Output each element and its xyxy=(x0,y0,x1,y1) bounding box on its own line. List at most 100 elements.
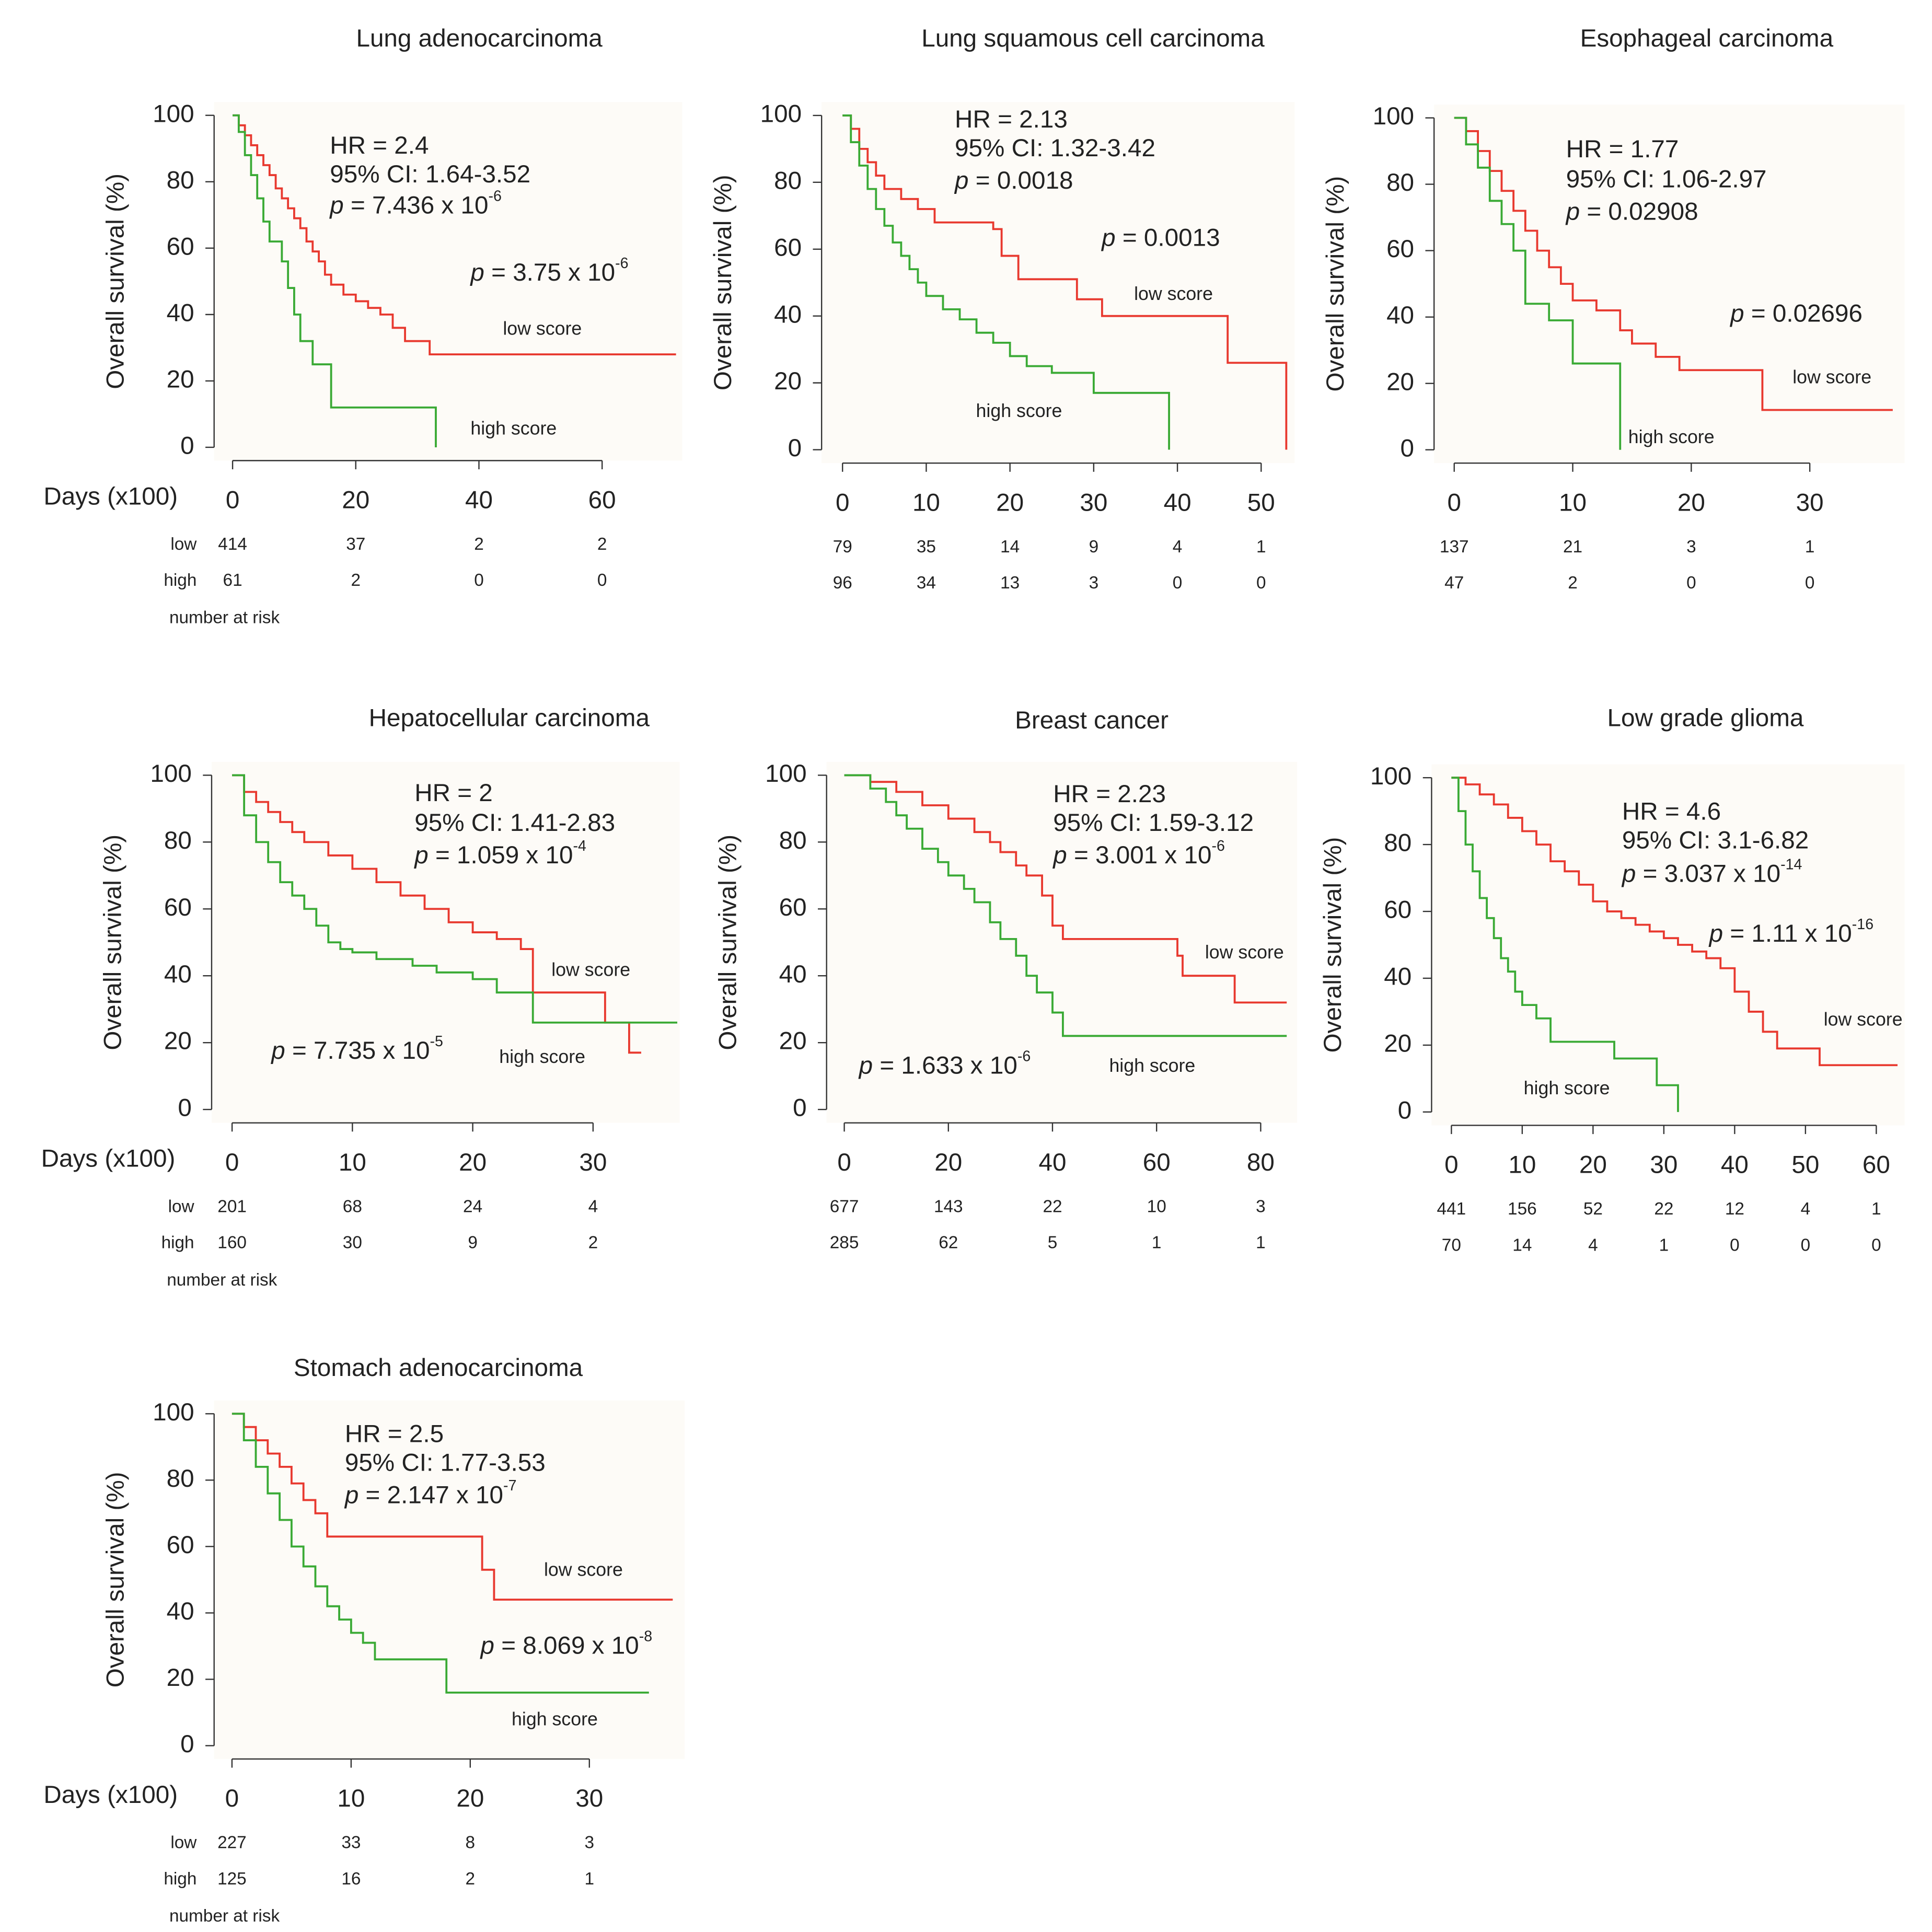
x-tick-label: 50 xyxy=(1791,1151,1819,1179)
y-tick-label: 40 xyxy=(779,961,807,988)
risk-value: 8 xyxy=(466,1833,476,1853)
y-tick-label: 100 xyxy=(153,100,194,128)
y-tick-label: 40 xyxy=(167,299,194,327)
annotation: 95% CI: 1.64-3.52 xyxy=(330,160,530,188)
annotation-superscript: -4 xyxy=(573,837,586,854)
y-tick-label: 20 xyxy=(167,1664,194,1692)
annotation: HR = 2.4 xyxy=(330,132,429,159)
risk-value: 2 xyxy=(466,1869,476,1889)
risk-value: 14 xyxy=(1000,537,1020,557)
x-tick-label: 0 xyxy=(836,489,850,516)
annotation-text: 95% CI: 1.77-3.53 xyxy=(345,1449,546,1476)
y-tick-label: 20 xyxy=(167,365,194,393)
risk-value: 1 xyxy=(1805,537,1815,557)
risk-value: 33 xyxy=(341,1833,361,1853)
y-tick-label: 60 xyxy=(164,894,192,921)
risk-value: 2 xyxy=(588,1233,598,1253)
y-tick-label: 20 xyxy=(1384,1029,1412,1057)
annotation-text: = 3.75 x 10 xyxy=(484,259,615,286)
annotation: HR = 1.77 xyxy=(1566,135,1679,163)
risk-value: 47 xyxy=(1444,573,1464,593)
annotation-text: HR = 2.23 xyxy=(1053,780,1166,808)
y-tick-label: 80 xyxy=(167,166,194,194)
annotation-text: = 3.001 x 10 xyxy=(1067,841,1212,869)
x-tick-label: 40 xyxy=(465,487,493,514)
survival-curve xyxy=(844,774,1287,1037)
x-tick-label: 0 xyxy=(837,1149,851,1176)
annotation-text: = 1.11 x 10 xyxy=(1723,920,1852,947)
y-axis-label: Overall survival (%) xyxy=(101,173,129,389)
risk-value: 143 xyxy=(934,1197,963,1216)
annotation: p = 1.633 x 10-6 xyxy=(858,1048,1031,1079)
y-tick-label: 0 xyxy=(793,1094,807,1122)
survival-curve xyxy=(1454,117,1622,450)
x-tick-label: 20 xyxy=(342,487,369,514)
risk-value: 125 xyxy=(217,1869,247,1889)
curve-label: high score xyxy=(1109,1055,1195,1076)
curve-label: high score xyxy=(499,1046,585,1067)
annotation-italic: p xyxy=(1565,198,1580,225)
plot-area xyxy=(1434,105,1905,464)
annotation-superscript: -8 xyxy=(639,1628,652,1645)
risk-value: 16 xyxy=(341,1869,361,1889)
y-tick-label: 80 xyxy=(164,827,192,854)
x-tick-label: 0 xyxy=(226,487,240,514)
y-tick-label: 80 xyxy=(167,1465,194,1493)
annotation-italic: p xyxy=(1052,841,1067,869)
annotation: p = 0.0013 xyxy=(1101,224,1220,251)
risk-value: 160 xyxy=(217,1233,247,1253)
risk-value: 14 xyxy=(1512,1235,1532,1255)
annotation-text: 95% CI: 1.32-3.42 xyxy=(955,134,1155,161)
y-axis-label: Overall survival (%) xyxy=(1322,176,1349,392)
annotation-italic: p xyxy=(954,166,969,194)
annotation-text: = 0.0013 xyxy=(1116,224,1220,251)
y-tick-label: 80 xyxy=(779,827,807,854)
x-tick-label: 0 xyxy=(1447,489,1461,516)
annotation-text: HR = 2.13 xyxy=(955,106,1068,133)
risk-value: 13 xyxy=(1000,573,1020,593)
x-tick-label: 10 xyxy=(912,489,940,516)
curve-label: low score xyxy=(503,318,582,339)
y-tick-label: 20 xyxy=(779,1027,807,1055)
risk-value: 2 xyxy=(1568,573,1578,593)
x-tick-label: 80 xyxy=(1247,1149,1275,1176)
x-tick-label: 10 xyxy=(337,1785,365,1812)
annotation-superscript: -6 xyxy=(488,188,501,204)
y-tick-label: 80 xyxy=(1384,829,1412,857)
annotation: p = 0.0018 xyxy=(954,166,1073,194)
risk-value: 0 xyxy=(1686,573,1696,593)
risk-value: 9 xyxy=(468,1233,478,1253)
curve-label: high score xyxy=(976,400,1062,421)
survival-curve xyxy=(1451,777,1679,1112)
y-tick-label: 20 xyxy=(1386,368,1414,396)
risk-value: 414 xyxy=(218,535,247,554)
risk-table-title: number at risk xyxy=(169,608,280,628)
annotation-text: HR = 2.5 xyxy=(345,1420,444,1448)
risk-value: 61 xyxy=(223,571,242,590)
annotation-text: 95% CI: 1.64-3.52 xyxy=(330,160,530,188)
x-axis-label: Days (x100) xyxy=(43,1781,178,1809)
survival-curve xyxy=(844,774,1287,1004)
annotation: 95% CI: 1.32-3.42 xyxy=(955,134,1155,161)
risk-value: 37 xyxy=(346,535,365,554)
annotation-superscript: -6 xyxy=(615,255,628,272)
survival-curve xyxy=(232,774,678,1024)
y-tick-label: 0 xyxy=(180,1730,194,1758)
x-tick-label: 30 xyxy=(1650,1151,1678,1179)
y-tick-label: 60 xyxy=(167,1531,194,1559)
annotation: p = 3.001 x 10-6 xyxy=(1052,837,1225,869)
survival-curve xyxy=(1451,777,1898,1067)
annotation-text: = 7.436 x 10 xyxy=(344,191,489,219)
x-tick-label: 40 xyxy=(1038,1149,1066,1176)
risk-value: 0 xyxy=(1871,1235,1881,1255)
annotation: p = 1.11 x 10-16 xyxy=(1708,916,1874,947)
risk-row-label: low xyxy=(170,535,197,554)
survival-curve xyxy=(232,1413,649,1694)
risk-table-title: number at risk xyxy=(167,1270,277,1290)
y-tick-label: 0 xyxy=(788,434,802,462)
annotation: p = 0.02696 xyxy=(1729,299,1862,327)
risk-value: 21 xyxy=(1563,537,1582,557)
annotation-text: 95% CI: 1.41-2.83 xyxy=(414,809,615,837)
risk-value: 1 xyxy=(1871,1199,1881,1219)
risk-value: 0 xyxy=(1173,573,1183,593)
